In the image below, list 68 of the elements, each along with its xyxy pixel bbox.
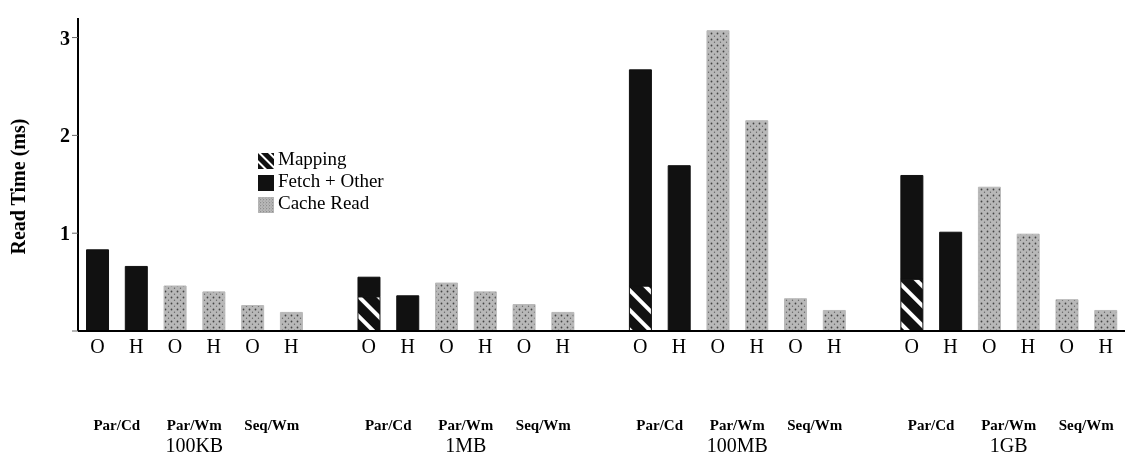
bar [977,186,1001,331]
text: Par/Wm [437,417,495,434]
bar [473,291,497,331]
x-tick-label: H [128,335,144,358]
x-tick-label: O [904,335,919,358]
text: Par/Cd [906,417,956,434]
text: Par/Cd [635,417,684,434]
bar [745,120,769,331]
bar [667,165,691,331]
bar [1016,233,1040,331]
x-tick-label: H [1098,335,1113,358]
x-tick-label: H [206,335,221,358]
text: Par/Wm [165,417,223,434]
bar [86,249,110,331]
legend-label: Mapping [278,148,347,169]
x-tick-label: H [826,335,842,358]
text: Seq/Wm [514,417,572,434]
x-tick-label: H [284,335,299,358]
bar [279,311,303,331]
text: Seq/Wm [1057,417,1115,434]
x-tick-label: O [982,335,997,358]
bar [163,285,187,331]
x-tick-label: O [633,335,648,358]
bar [822,309,846,331]
x-tick-label: H [400,335,415,358]
bar [202,291,226,331]
text: Par/Cd [92,417,142,434]
bar [1055,299,1079,331]
bar [551,311,575,331]
x-tick-label: H [1020,335,1036,358]
bar [124,265,148,331]
text: 1MB [444,434,488,457]
y-tick-label: 2 [60,124,70,147]
text: 100MB [705,434,769,457]
bar [241,305,265,331]
y-tick-label: 3 [60,26,70,49]
bar [784,298,808,331]
text: Par/Cd [363,417,413,434]
bar [939,231,963,331]
x-tick-label: O [516,335,532,358]
legend-label: Fetch + Other [278,170,384,191]
x-tick-label: O [1059,335,1075,358]
text: 100KB [164,434,225,457]
text: 1GB [988,434,1029,457]
x-tick-label: O [245,335,260,358]
x-tick-label: O [439,335,454,358]
x-tick-label: H [749,335,764,358]
text: Seq/Wm [786,417,844,434]
y-axis-title: Read Time (ms) [7,118,31,255]
bar [706,30,730,331]
x-tick-label: H [477,335,493,358]
bar [435,282,459,331]
bar [396,295,420,331]
x-tick-label: O [361,335,377,358]
x-tick-label: O [710,335,726,358]
y-tick-label: 1 [60,222,70,245]
x-tick-label: H [943,335,958,358]
bar [512,304,536,331]
text: Seq/Wm [243,417,301,434]
text: Par/Wm [708,417,766,434]
x-tick-label: O [90,335,105,358]
x-tick-label: H [671,335,687,358]
bar [1094,309,1118,331]
x-tick-label: O [167,335,183,358]
legend-label: Cache Read [278,192,370,213]
x-tick-label: H [555,335,570,358]
text: Par/Wm [980,417,1038,434]
x-tick-label: O [788,335,803,358]
